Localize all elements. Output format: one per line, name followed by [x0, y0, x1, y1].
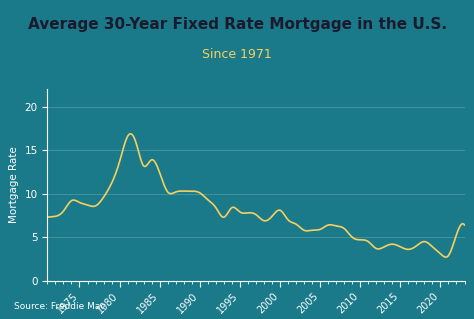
Y-axis label: Mortgage Rate: Mortgage Rate	[9, 147, 19, 223]
Text: Source: Freddie Mac: Source: Freddie Mac	[14, 302, 106, 311]
Text: Average 30-Year Fixed Rate Mortgage in the U.S.: Average 30-Year Fixed Rate Mortgage in t…	[27, 17, 447, 32]
Text: Since 1971: Since 1971	[202, 48, 272, 61]
